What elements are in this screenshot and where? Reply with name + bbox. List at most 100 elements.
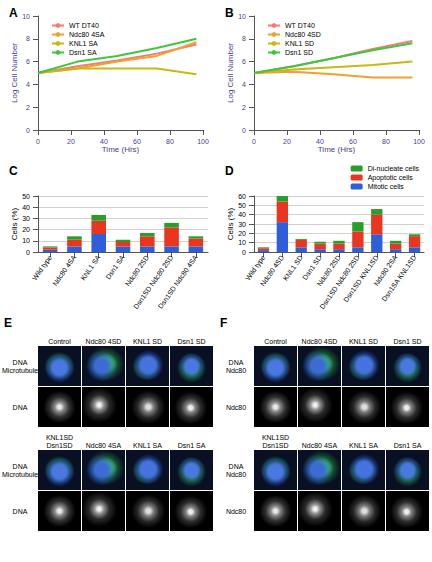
svg-text:Dsn1SD Ndc80 2SD: Dsn1SD Ndc80 2SD — [132, 254, 174, 310]
svg-text:B: B — [225, 6, 234, 20]
svg-text:6: 6 — [242, 58, 246, 65]
svg-text:Dsn1SD KNL1SD: Dsn1SD KNL1SD — [342, 254, 379, 303]
svg-text:50: 50 — [22, 193, 30, 200]
html-text:Ndc80 4SA: Ndc80 4SA — [301, 442, 338, 449]
svg-text:WT DT40: WT DT40 — [285, 22, 315, 29]
html-text:Ndc80: Ndc80 — [225, 507, 247, 515]
html-text:Dsn1 SD: Dsn1 SD — [393, 338, 422, 345]
svg-text:0: 0 — [252, 138, 256, 145]
html-text:Control: Control — [48, 338, 71, 345]
svg-text:Time (Hrs): Time (Hrs) — [102, 145, 140, 154]
svg-text:Apoptotic cells: Apoptotic cells — [368, 174, 414, 182]
svg-text:20: 20 — [283, 138, 291, 145]
svg-text:Ndc80 4SD: Ndc80 4SD — [259, 254, 285, 287]
svg-text:10: 10 — [22, 237, 30, 244]
svg-text:20: 20 — [67, 138, 75, 145]
svg-text:Di-nucleate cells: Di-nucleate cells — [368, 165, 420, 172]
html-text:Dsn1 SA: Dsn1 SA — [177, 442, 206, 449]
svg-text:60: 60 — [349, 138, 357, 145]
svg-text:10: 10 — [238, 239, 246, 246]
svg-text:Cells (%): Cells (%) — [10, 207, 19, 240]
html-text:DNA: DNA — [12, 403, 28, 411]
svg-text:Log Cell Number: Log Cell Number — [226, 43, 235, 103]
html-text:KNL1SD Dsn1SD: KNL1SD Dsn1SD — [261, 434, 290, 449]
svg-text:8: 8 — [26, 35, 30, 42]
html-text:F: F — [220, 316, 228, 330]
svg-text:Ndc80 2SD: Ndc80 2SD — [315, 254, 342, 288]
svg-text:Dsn1SD Ndc80 4SA: Dsn1SD Ndc80 4SA — [157, 254, 199, 310]
svg-text:Dsn1SD Ndc80 2SD: Dsn1SD Ndc80 2SD — [318, 254, 361, 311]
svg-text:Mitotic cells: Mitotic cells — [368, 183, 405, 190]
svg-text:4: 4 — [242, 81, 246, 88]
svg-text:40: 40 — [22, 204, 30, 211]
svg-text:C: C — [9, 164, 18, 178]
svg-text:80: 80 — [166, 138, 174, 145]
svg-text:40: 40 — [238, 211, 246, 218]
html-text:DNA Microtubules: DNA Microtubules — [2, 358, 42, 374]
svg-text:100: 100 — [413, 138, 425, 145]
svg-text:Log Cell Number: Log Cell Number — [10, 43, 19, 103]
svg-text:Ndc80 4SD: Ndc80 4SD — [285, 31, 321, 38]
svg-text:30: 30 — [22, 215, 30, 222]
html-text:Ndc80 4SD: Ndc80 4SD — [85, 338, 122, 345]
svg-text:Wild type: Wild type — [31, 254, 54, 282]
svg-text:KNL1 SA: KNL1 SA — [69, 40, 98, 47]
svg-text:WT DT40: WT DT40 — [69, 22, 99, 29]
svg-text:D: D — [225, 164, 234, 178]
svg-text:Ndc80 4SA: Ndc80 4SA — [51, 254, 77, 287]
svg-text:2: 2 — [26, 104, 30, 111]
html-text:KNL1 SD: KNL1 SD — [132, 338, 163, 345]
html-text:KNL1SD Dsn1SD: KNL1SD Dsn1SD — [45, 434, 74, 449]
svg-text:10: 10 — [22, 13, 30, 20]
svg-text:Dsn1SA KNL1SD: Dsn1SA KNL1SD — [380, 254, 417, 303]
svg-text:Dsn1 SA: Dsn1 SA — [104, 254, 126, 281]
svg-text:20: 20 — [238, 230, 246, 237]
svg-text:Ndc80 2SA: Ndc80 2SA — [372, 254, 399, 287]
html-text:DNA Microtubules: DNA Microtubules — [2, 462, 42, 478]
html-text:Control: Control — [264, 338, 287, 345]
html-text:Ndc80 4SA: Ndc80 4SA — [85, 442, 122, 449]
svg-text:0: 0 — [26, 249, 30, 256]
svg-text:0: 0 — [26, 127, 30, 134]
svg-text:50: 50 — [238, 202, 246, 209]
svg-text:0: 0 — [242, 127, 246, 134]
svg-text:20: 20 — [22, 226, 30, 233]
svg-text:40: 40 — [316, 138, 324, 145]
html-text:KNL1 SD: KNL1 SD — [348, 338, 379, 345]
svg-text:4: 4 — [26, 81, 30, 88]
html-text:E: E — [4, 316, 12, 330]
html-text:KNL1 SA: KNL1 SA — [133, 442, 162, 449]
html-text:Dsn1 SA: Dsn1 SA — [393, 442, 422, 449]
svg-text:Ndc80 2SD: Ndc80 2SD — [124, 254, 150, 287]
svg-text:10: 10 — [238, 13, 246, 20]
svg-text:40: 40 — [100, 138, 108, 145]
svg-text:Ndc80 4SA: Ndc80 4SA — [69, 31, 105, 38]
svg-text:2: 2 — [242, 104, 246, 111]
svg-text:KNL1 SD: KNL1 SD — [285, 40, 314, 47]
html-text:Ndc80: Ndc80 — [225, 403, 247, 411]
svg-text:Wild type: Wild type — [244, 254, 267, 282]
svg-text:0: 0 — [36, 138, 40, 145]
html-text:DNA: DNA — [12, 507, 28, 515]
html-text:DNA Ndc80: DNA Ndc80 — [225, 462, 247, 478]
svg-text:KNL1 SD: KNL1 SD — [281, 254, 305, 282]
svg-text:Cells (%): Cells (%) — [226, 207, 235, 240]
svg-text:100: 100 — [197, 138, 209, 145]
svg-text:Time (Hrs): Time (Hrs) — [318, 145, 356, 154]
html-text:DNA Ndc80: DNA Ndc80 — [225, 358, 247, 374]
svg-text:8: 8 — [242, 35, 246, 42]
svg-text:KNL1 SA: KNL1 SA — [79, 254, 101, 282]
svg-text:A: A — [9, 6, 18, 20]
svg-text:6: 6 — [26, 58, 30, 65]
svg-text:30: 30 — [238, 221, 246, 228]
svg-text:60: 60 — [133, 138, 141, 145]
svg-text:80: 80 — [382, 138, 390, 145]
html-text:Dsn1 SD: Dsn1 SD — [177, 338, 206, 345]
html-text:Ndc80 4SD: Ndc80 4SD — [301, 338, 338, 345]
svg-text:Dsn1 SD: Dsn1 SD — [301, 254, 323, 281]
html-text:KNL1 SA: KNL1 SA — [349, 442, 378, 449]
svg-text:0: 0 — [242, 249, 246, 256]
svg-text:Dsn1 SA: Dsn1 SA — [69, 49, 97, 56]
svg-text:Dsn1 SD: Dsn1 SD — [285, 49, 313, 56]
svg-text:60: 60 — [238, 193, 246, 200]
